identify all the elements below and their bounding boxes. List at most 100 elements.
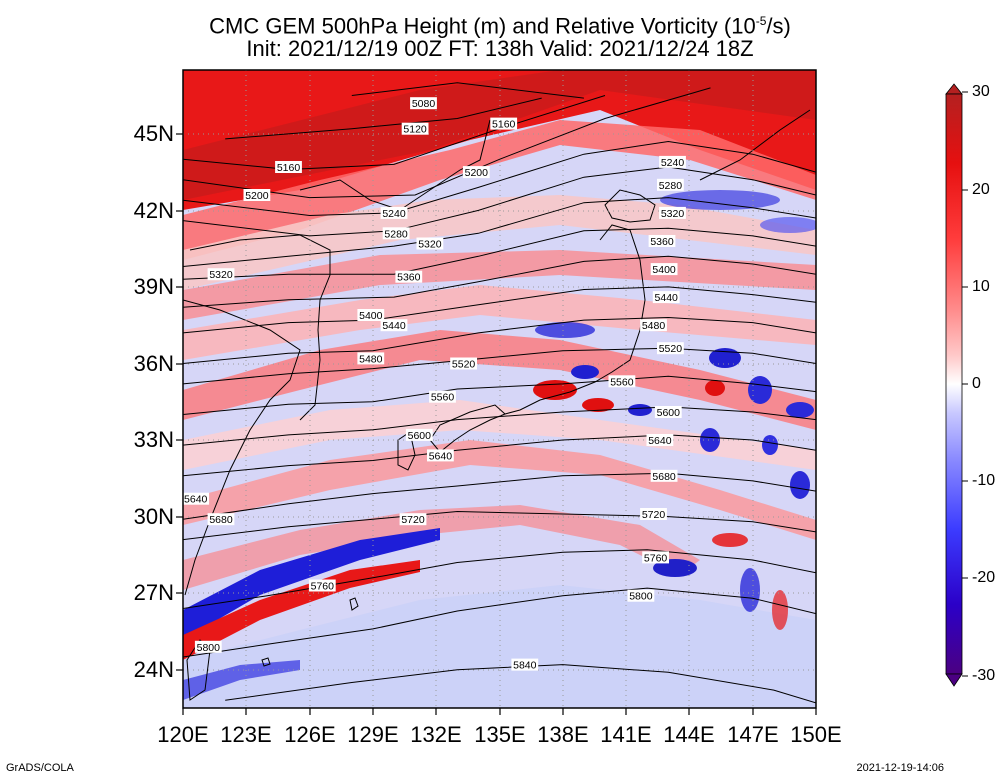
contour-label: 5160 <box>277 162 301 174</box>
contour-label-bg <box>382 227 410 240</box>
contour-label-bg <box>646 434 674 446</box>
contour-label: 5440 <box>382 320 406 332</box>
contour-label-bg <box>650 263 678 276</box>
contour-label-bg <box>399 513 427 526</box>
contour-label-bg <box>511 658 539 671</box>
contour-label-bg <box>657 178 684 191</box>
contour-label-bg <box>183 492 210 505</box>
contour-label: 5320 <box>418 239 442 251</box>
contour-label: 5720 <box>642 509 666 521</box>
contour-line-5840 <box>225 664 816 704</box>
contour-label-bg <box>650 469 678 482</box>
lat-label-27n: 27N <box>133 580 174 605</box>
contour-label: 5520 <box>452 359 476 371</box>
contour-label: 5680 <box>209 514 233 526</box>
contour-label: 5320 <box>661 208 685 220</box>
contour-label-bg <box>640 319 667 332</box>
lon-label-120e: 120E <box>157 722 209 747</box>
contour-label: 5640 <box>429 450 453 462</box>
contour-label-bg <box>490 117 518 130</box>
contour-line-5440 <box>183 286 816 334</box>
contour-label: 5760 <box>644 552 668 564</box>
contour-labels: 5080 5120 5160 5160 5200 5200 5240 5240 5280 5280… <box>183 97 686 672</box>
height-contours <box>183 82 816 704</box>
contour-label-bg <box>275 161 302 173</box>
contour-label-bg <box>380 319 408 332</box>
contour-label-bg <box>405 428 433 441</box>
contour-line-5600 <box>183 406 816 446</box>
chart-title-line-1: CMC GEM 500hPa Height (m) and Relative V… <box>209 13 791 39</box>
contour-label-bg <box>207 268 235 281</box>
lon-label-138e: 138E <box>537 722 589 747</box>
colorbar-label-neg20: -20 <box>972 569 996 586</box>
contour-line-5520 <box>183 347 816 385</box>
contour-label-bg <box>308 579 336 592</box>
contour-line-5160 <box>183 95 606 171</box>
contour-label: 5200 <box>465 167 489 179</box>
lon-label-126e: 126E <box>284 722 336 747</box>
contour-label-bg <box>395 270 423 283</box>
contour-label-bg <box>652 291 680 304</box>
colorbar-label-neg30: -30 <box>972 667 996 684</box>
contour-line-5080 <box>351 82 584 99</box>
contour-line-5240 <box>183 140 816 217</box>
contour-label-bg <box>194 640 222 653</box>
contour-label: 5400 <box>359 310 383 322</box>
contour-label: 5360 <box>397 272 421 284</box>
contour-label: 5800 <box>197 642 221 654</box>
contour-label: 5480 <box>642 320 666 332</box>
contour-label: 5280 <box>384 228 408 240</box>
contour-label-bg <box>429 390 456 403</box>
contour-label-bg <box>410 97 437 110</box>
contour-label-bg <box>654 406 682 418</box>
contour-label: 5840 <box>513 660 537 672</box>
coastlines <box>183 109 811 701</box>
contour-label: 5440 <box>655 292 679 304</box>
contour-label-bg <box>243 189 271 201</box>
lon-label-150e: 150E <box>790 722 842 747</box>
lon-label-141e: 141E <box>600 722 652 747</box>
contour-line-5720 <box>183 510 816 541</box>
axis-ticks <box>176 133 817 715</box>
contour-line-5360 <box>183 227 816 280</box>
contour-label-bg <box>427 449 454 462</box>
chart-title-line-2: Init: 2021/12/19 00Z FT: 138h Valid: 202… <box>246 36 754 61</box>
contour-line-5760 <box>183 549 816 609</box>
colorbar-scale <box>945 93 963 675</box>
contour-label: 5320 <box>209 269 233 281</box>
contour-label-bg <box>450 357 477 370</box>
contour-label-bg <box>608 375 636 388</box>
contour-label: 5640 <box>648 435 672 447</box>
contour-label-bg <box>357 309 385 321</box>
contour-label-bg <box>416 237 444 250</box>
contour-label-bg <box>462 166 490 179</box>
lon-label-144e: 144E <box>663 722 715 747</box>
lon-label-123e: 123E <box>220 722 272 747</box>
colorbar <box>945 83 968 687</box>
lat-label-30n: 30N <box>133 504 174 529</box>
contour-label-bg <box>657 342 684 355</box>
lat-label-42n: 42N <box>133 198 174 223</box>
contour-label-bg <box>642 551 669 564</box>
contour-line-5680 <box>183 472 816 520</box>
contour-label-bg <box>380 206 408 219</box>
colorbar-label-10: 10 <box>972 278 990 295</box>
contour-label: 5800 <box>629 591 653 603</box>
contour-line-5280 <box>183 166 816 237</box>
contour-label: 5120 <box>403 124 427 136</box>
contour-line-5800 <box>183 587 816 658</box>
lon-label-147e: 147E <box>727 722 779 747</box>
contour-label-bg <box>640 508 667 520</box>
colorbar-top-arrow <box>945 83 963 95</box>
contour-label-bg <box>659 206 686 219</box>
contour-label: 5280 <box>659 180 683 192</box>
contour-label: 5480 <box>359 353 383 365</box>
lat-label-39n: 39N <box>133 274 174 299</box>
lat-label-24n: 24N <box>133 657 174 682</box>
generated-timestamp: 2021-12-19-14:06 <box>856 762 944 774</box>
contour-label: 5600 <box>657 407 681 419</box>
lat-label-45n: 45N <box>133 121 174 146</box>
lon-label-135e: 135E <box>474 722 526 747</box>
contour-label: 5520 <box>659 343 683 355</box>
